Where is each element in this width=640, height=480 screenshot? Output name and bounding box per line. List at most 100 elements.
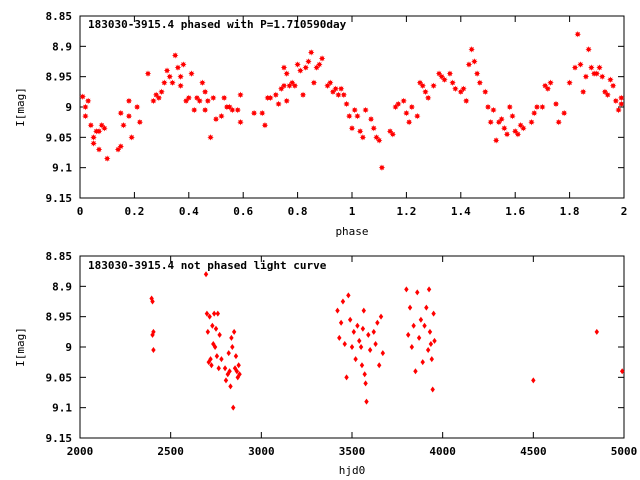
data-point bbox=[335, 307, 340, 314]
data-point bbox=[404, 286, 409, 293]
data-point bbox=[155, 94, 163, 102]
data-point bbox=[528, 118, 535, 126]
data-point bbox=[169, 79, 176, 86]
data-point bbox=[101, 125, 108, 132]
data-point bbox=[409, 344, 415, 350]
data-point bbox=[378, 164, 386, 171]
data-point bbox=[353, 356, 358, 363]
data-point bbox=[376, 137, 383, 144]
data-point bbox=[228, 383, 233, 390]
data-point bbox=[233, 353, 239, 360]
y-tick-label: 8.9 bbox=[52, 280, 72, 293]
y-axis-ticks: 8.85 8.9 8.95 9 9.05 9.1 9.15 bbox=[46, 250, 624, 445]
data-point bbox=[136, 118, 144, 126]
data-point bbox=[349, 344, 355, 350]
data-point bbox=[267, 94, 274, 102]
x-tick-label: 0 bbox=[77, 205, 84, 218]
data-point bbox=[318, 55, 326, 62]
x-tick-label: 5000 bbox=[611, 445, 638, 458]
data-point bbox=[473, 70, 481, 77]
data-point bbox=[604, 91, 611, 99]
data-point bbox=[370, 125, 377, 132]
data-point bbox=[95, 146, 103, 153]
data-point bbox=[429, 356, 434, 363]
data-point bbox=[431, 310, 436, 317]
data-point bbox=[283, 97, 290, 105]
data-point bbox=[250, 109, 258, 117]
data-point bbox=[209, 362, 214, 369]
data-point bbox=[87, 122, 95, 129]
x-axis-label: hjd0 bbox=[339, 464, 366, 477]
data-point bbox=[222, 365, 228, 372]
x-axis-label: phase bbox=[335, 225, 368, 238]
data-point bbox=[316, 61, 323, 68]
data-point bbox=[574, 31, 581, 38]
data-point bbox=[377, 362, 382, 369]
y-tick-label: 9 bbox=[65, 101, 72, 114]
x-tick-label: 2 bbox=[621, 205, 628, 218]
data-point bbox=[213, 325, 219, 332]
data-point bbox=[509, 112, 516, 120]
data-point bbox=[332, 85, 339, 92]
data-point bbox=[346, 112, 353, 120]
data-point bbox=[237, 91, 244, 99]
data-point bbox=[471, 58, 478, 65]
data-point bbox=[566, 79, 573, 86]
data-point bbox=[128, 134, 135, 141]
data-point bbox=[166, 73, 173, 80]
data-point bbox=[446, 70, 454, 77]
data-point bbox=[117, 109, 124, 117]
data-point bbox=[618, 94, 625, 102]
data-point bbox=[150, 97, 157, 105]
data-point bbox=[227, 368, 232, 375]
x-axis-ticks: 2000 2500 3000 3500 4000 4500 5000 bbox=[67, 256, 638, 458]
data-point bbox=[596, 64, 603, 71]
data-point bbox=[351, 106, 358, 114]
data-point bbox=[211, 340, 216, 347]
data-point bbox=[150, 298, 155, 305]
data-point bbox=[426, 286, 432, 293]
x-tick-label: 4500 bbox=[520, 445, 547, 458]
data-point bbox=[482, 88, 489, 96]
data-point bbox=[234, 106, 241, 114]
y-tick-label: 8.95 bbox=[46, 71, 73, 84]
data-point bbox=[418, 316, 424, 323]
data-point bbox=[411, 322, 416, 329]
data-point bbox=[452, 85, 459, 92]
data-point bbox=[415, 289, 420, 296]
data-point bbox=[520, 125, 527, 132]
data-point bbox=[503, 131, 511, 138]
data-point bbox=[533, 103, 541, 111]
data-point bbox=[560, 109, 568, 117]
y-tick-label: 9.1 bbox=[52, 162, 72, 175]
data-point bbox=[428, 340, 434, 347]
data-point bbox=[90, 140, 97, 147]
data-point bbox=[552, 100, 560, 108]
data-point bbox=[359, 134, 367, 141]
data-point bbox=[571, 64, 579, 71]
data-point bbox=[612, 97, 620, 105]
data-point bbox=[283, 70, 290, 77]
data-point bbox=[344, 374, 349, 381]
data-point bbox=[506, 103, 513, 111]
y-tick-label: 9.05 bbox=[46, 131, 73, 144]
y-axis-ticks: 8.85 8.9 8.95 9 9.05 9.1 9.15 bbox=[46, 10, 624, 205]
data-point bbox=[310, 79, 318, 86]
data-point bbox=[218, 112, 225, 120]
data-point bbox=[580, 88, 587, 96]
data-point bbox=[188, 70, 195, 77]
chart-title: 183030-3915.4 phased with P=1.710590day bbox=[88, 18, 347, 31]
data-point bbox=[389, 131, 396, 138]
data-point bbox=[362, 371, 367, 378]
y-axis-label: I[mag] bbox=[14, 327, 27, 367]
data-point bbox=[363, 380, 368, 387]
data-point bbox=[327, 79, 334, 86]
data-point bbox=[582, 73, 590, 80]
data-point bbox=[196, 97, 203, 105]
data-point bbox=[366, 331, 371, 338]
data-point bbox=[275, 100, 282, 108]
data-point bbox=[207, 134, 214, 141]
data-point bbox=[373, 340, 378, 347]
data-point bbox=[337, 334, 342, 341]
data-point bbox=[172, 52, 179, 59]
